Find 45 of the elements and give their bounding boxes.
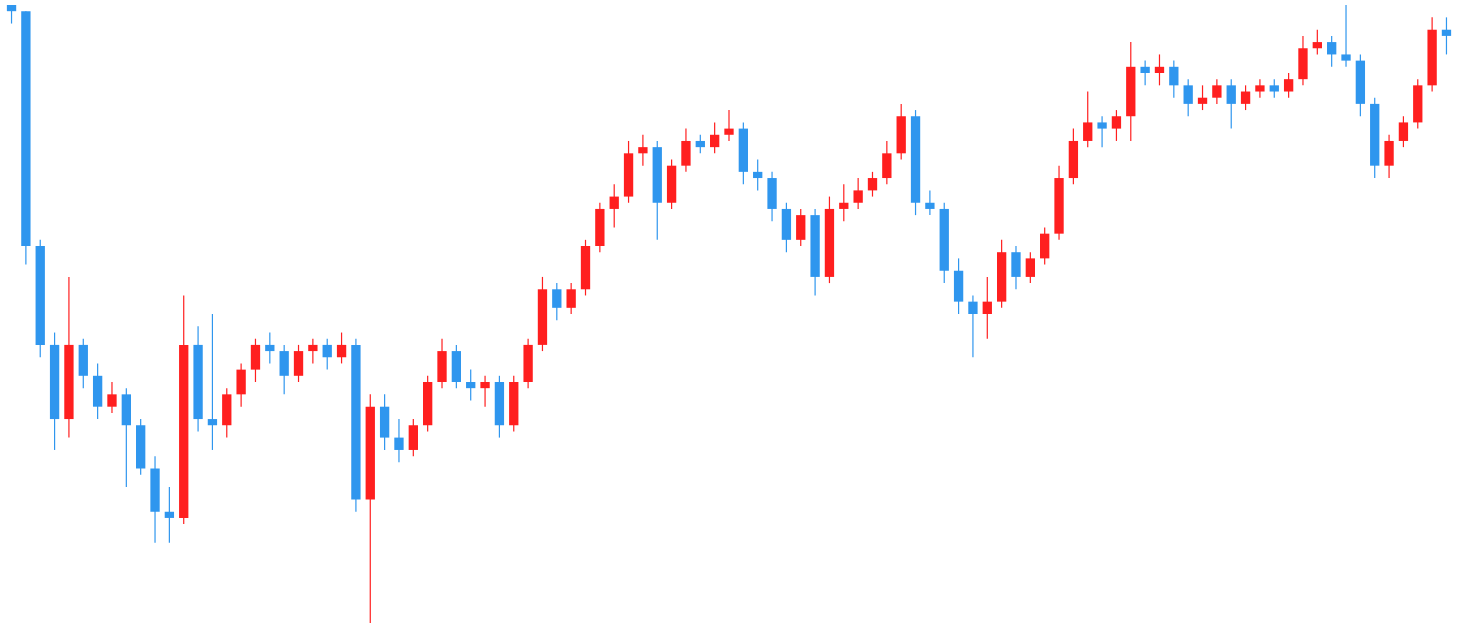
candlestick bbox=[207, 313, 218, 451]
candlestick bbox=[1111, 109, 1122, 142]
candlestick bbox=[1269, 78, 1279, 99]
candlestick bbox=[107, 381, 117, 414]
candlestick bbox=[466, 369, 476, 402]
candlestick bbox=[336, 331, 347, 365]
candlestick bbox=[1226, 78, 1236, 130]
candlestick bbox=[6, 4, 17, 25]
candlestick bbox=[925, 189, 935, 216]
candlestick bbox=[724, 109, 734, 142]
candlestick bbox=[609, 183, 619, 229]
candlestick bbox=[867, 171, 878, 198]
candlestick bbox=[552, 282, 562, 321]
candlestick bbox=[1441, 16, 1452, 56]
candlestick bbox=[1183, 78, 1193, 117]
candlestick bbox=[1341, 4, 1351, 68]
candlestick bbox=[265, 331, 275, 365]
candlestick bbox=[839, 183, 849, 222]
candlestick bbox=[394, 418, 404, 463]
candlestick bbox=[753, 158, 763, 191]
candlestick bbox=[322, 338, 332, 371]
candlestick bbox=[853, 177, 863, 210]
candlestick bbox=[982, 276, 992, 340]
candlestick bbox=[1169, 60, 1179, 99]
candlestick bbox=[695, 134, 705, 154]
candlestick bbox=[1097, 115, 1107, 148]
candlestick bbox=[1240, 84, 1251, 111]
candlestick bbox=[1327, 35, 1337, 68]
candlestick bbox=[709, 121, 720, 154]
candlestick bbox=[1312, 29, 1322, 56]
candlestick bbox=[1255, 78, 1265, 99]
candlestick bbox=[1283, 72, 1294, 99]
candlestick bbox=[1025, 251, 1035, 284]
candlestick bbox=[1083, 90, 1093, 148]
candlestick bbox=[1212, 78, 1222, 105]
candlestick bbox=[1398, 115, 1409, 148]
candlestick bbox=[164, 486, 175, 544]
candlestick bbox=[1197, 84, 1208, 111]
candlestick bbox=[1154, 53, 1165, 86]
candlestick bbox=[968, 294, 978, 358]
candlestick bbox=[566, 282, 576, 315]
candlestick bbox=[480, 375, 490, 408]
candlestick bbox=[1140, 60, 1150, 86]
candlestick bbox=[308, 338, 318, 365]
candlestick bbox=[638, 134, 648, 167]
